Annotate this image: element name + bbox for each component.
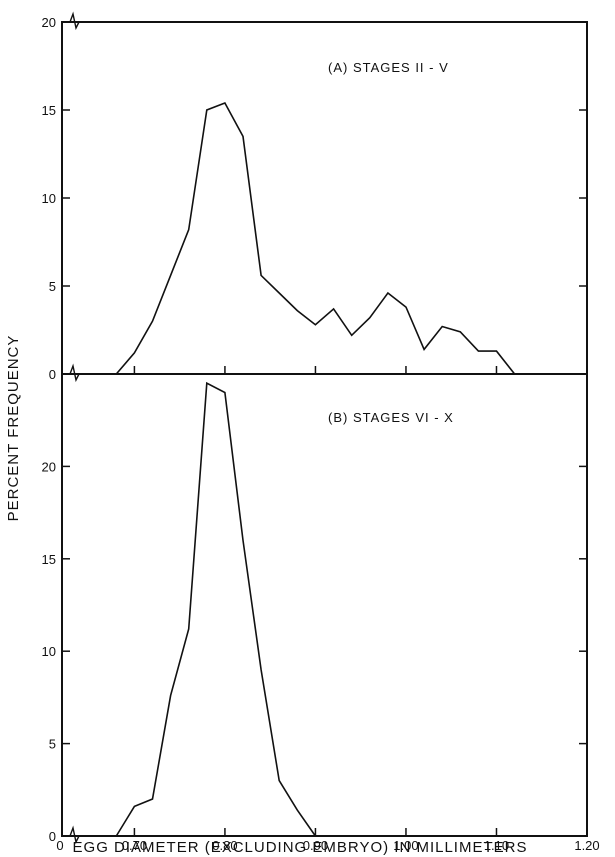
panel-a-y-tick-label: 5 (49, 279, 56, 294)
panel-b-axis-break-mark-top (69, 363, 80, 383)
x-tick-label: 1.10 (484, 838, 509, 853)
panel-b-y-tick-label: 20 (42, 459, 56, 474)
panel-a-label: (A) STAGES II - V (328, 60, 449, 75)
panel-a-axis-break-mark (69, 11, 80, 31)
x-tick-label: 0.90 (303, 838, 328, 853)
panel-a: (A) STAGES II - V 0 5 10 15 20 (42, 11, 588, 382)
y-axis-title: PERCENT FREQUENCY (5, 335, 22, 522)
x-origin-label: 0 (56, 838, 63, 853)
x-tick-label: 1.00 (393, 838, 418, 853)
x-tick-label: 1.20 (574, 838, 599, 853)
x-tick-label: 0.70 (122, 838, 147, 853)
panel-a-y-tick-label: 0 (49, 367, 56, 382)
x-tick-label: 0.80 (212, 838, 237, 853)
panel-a-y-tick-label: 10 (42, 191, 56, 206)
panel-a-series-line (115, 101, 516, 375)
panel-b-y-tick-label: 10 (42, 644, 56, 659)
panel-a-y-tick-label: 20 (42, 15, 56, 30)
panel-b-frame (61, 373, 588, 837)
panel-b-label: (B) STAGES VI - X (328, 410, 454, 425)
x-axis-title: EGG DIAMETER (EXCLUDING EMBRYO) IN MILLI… (73, 839, 528, 856)
panel-b: (B) STAGES VI - X 0 5 10 15 20 (42, 363, 588, 845)
panel-b-y-tick-label: 5 (49, 737, 56, 752)
panel-a-frame (61, 21, 588, 375)
panel-b-y-tick-label: 15 (42, 552, 56, 567)
panel-b-y-tick-label: 0 (49, 829, 56, 844)
panel-a-y-tick-label: 15 (42, 103, 56, 118)
panel-b-axis-break-mark (69, 825, 80, 845)
panel-b-series-line (115, 381, 317, 837)
